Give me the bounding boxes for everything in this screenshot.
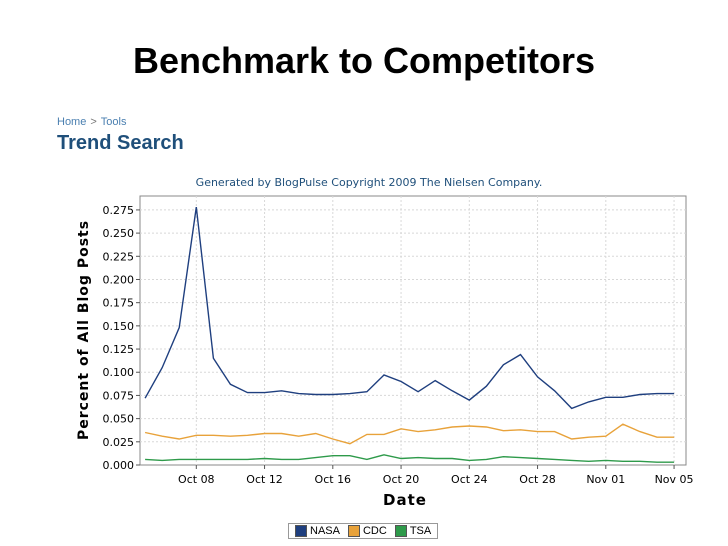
chart-title: Generated by BlogPulse Copyright 2009 Th… — [196, 176, 543, 189]
section-title: Trend Search — [57, 132, 184, 154]
x-tick-label: Oct 08 — [178, 473, 215, 486]
legend-item-nasa: NASA — [295, 525, 340, 537]
y-tick-label: 0.050 — [103, 413, 135, 426]
y-tick-label: 0.200 — [103, 273, 135, 286]
legend-label: CDC — [362, 525, 387, 537]
legend-item-tsa: TSA — [394, 525, 432, 537]
legend-item-cdc: CDC — [347, 525, 387, 537]
x-tick-label: Oct 24 — [451, 473, 488, 486]
grid-lines — [140, 196, 686, 465]
y-tick-label: 0.025 — [103, 436, 135, 449]
series-line-cdc — [144, 423, 675, 445]
y-tick-label: 0.150 — [103, 320, 135, 333]
legend-swatch — [347, 525, 360, 537]
legend-label: NASA — [310, 525, 340, 537]
y-tick-label: 0.100 — [103, 366, 135, 379]
y-axis-ticks: 0.000 0.025 0.050 0.075 0.100 0.125 0.150 0.175… — [103, 204, 140, 472]
x-tick-label: Oct 16 — [315, 473, 352, 486]
y-tick-label: 0.175 — [103, 297, 135, 310]
x-tick-label: Nov 05 — [655, 473, 694, 486]
x-axis-label: Date — [383, 491, 427, 509]
x-tick-label: Nov 01 — [586, 473, 625, 486]
breadcrumb: Home > Tools — [57, 116, 126, 128]
series-line-nasa — [144, 207, 675, 410]
slide-title: Benchmark to Competitors — [132, 40, 596, 81]
legend-label: TSA — [409, 525, 432, 537]
legend-swatch — [394, 525, 407, 537]
x-tick-label: Oct 20 — [383, 473, 420, 486]
breadcrumb-separator: > — [90, 116, 97, 128]
series-line-tsa — [145, 454, 675, 463]
y-tick-label: 0.000 — [103, 459, 135, 472]
plot-area — [139, 195, 687, 466]
breadcrumb-home-link[interactable]: Home — [57, 116, 87, 128]
y-tick-label: 0.225 — [103, 250, 135, 263]
y-tick-label: 0.125 — [103, 343, 135, 356]
breadcrumb-tools-link[interactable]: Tools — [100, 116, 127, 128]
series-lines — [144, 207, 675, 463]
x-axis-ticks: Oct 08 Oct 12 Oct 16 Oct 20 Oct 24 Oct 28 Nov … — [178, 465, 694, 486]
y-axis-label: Percent of All Blog Posts — [76, 220, 92, 440]
legend-swatch — [295, 525, 307, 537]
y-tick-label: 0.075 — [103, 389, 135, 402]
y-tick-label: 0.250 — [103, 227, 135, 240]
x-tick-label: Oct 12 — [246, 473, 283, 486]
x-tick-label: Oct 28 — [519, 473, 556, 486]
chart-legend: NASA CDC TSA — [288, 523, 439, 539]
y-tick-label: 0.275 — [103, 204, 135, 217]
